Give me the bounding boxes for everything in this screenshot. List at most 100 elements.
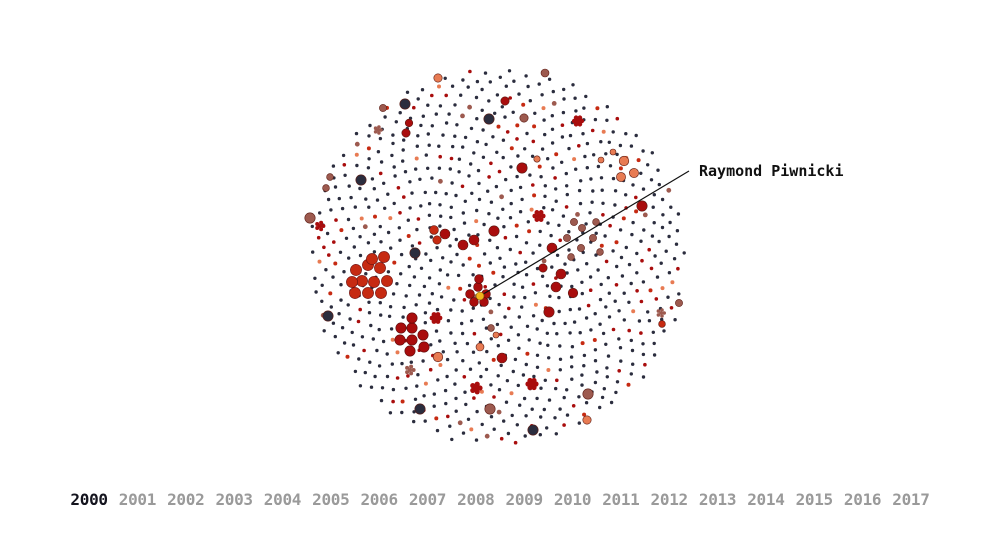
- node[interactable]: [454, 368, 458, 372]
- node[interactable]: [358, 253, 363, 258]
- node[interactable]: [579, 179, 583, 183]
- node[interactable]: [449, 331, 453, 335]
- node[interactable]: [320, 299, 324, 303]
- node[interactable]: [331, 164, 336, 168]
- cluster-node[interactable]: [381, 275, 393, 287]
- node[interactable]: [463, 390, 467, 394]
- node[interactable]: [674, 242, 679, 246]
- node[interactable]: [554, 152, 559, 157]
- node[interactable]: [348, 317, 352, 321]
- cluster-node[interactable]: [465, 289, 475, 299]
- node[interactable]: [454, 193, 458, 198]
- node[interactable]: [313, 276, 317, 280]
- node[interactable]: [408, 283, 412, 288]
- node[interactable]: [467, 233, 471, 237]
- node[interactable]: [341, 153, 346, 158]
- node[interactable]: [322, 329, 326, 333]
- node[interactable]: [661, 213, 665, 217]
- node[interactable]: [531, 183, 535, 187]
- node[interactable]: [479, 374, 483, 379]
- node[interactable]: [388, 305, 393, 309]
- node[interactable]: [509, 188, 513, 193]
- node[interactable]: [388, 216, 393, 221]
- node[interactable]: [471, 273, 475, 277]
- node[interactable]: [593, 359, 598, 363]
- node[interactable]: [599, 140, 603, 144]
- node[interactable]: [489, 415, 494, 419]
- large-node[interactable]: [597, 156, 605, 164]
- node[interactable]: [592, 153, 596, 157]
- node[interactable]: [528, 99, 532, 103]
- node[interactable]: [535, 365, 540, 369]
- node[interactable]: [437, 282, 442, 286]
- node[interactable]: [503, 115, 507, 119]
- node[interactable]: [560, 123, 565, 127]
- node[interactable]: [388, 411, 393, 415]
- node[interactable]: [672, 257, 677, 261]
- node[interactable]: [497, 302, 501, 307]
- node[interactable]: [615, 116, 620, 121]
- node[interactable]: [496, 124, 501, 129]
- node[interactable]: [378, 224, 382, 229]
- node[interactable]: [577, 421, 581, 425]
- node[interactable]: [652, 353, 657, 357]
- node[interactable]: [585, 141, 590, 146]
- node[interactable]: [510, 413, 514, 418]
- year-2014[interactable]: 2014: [747, 490, 785, 509]
- node[interactable]: [677, 292, 681, 296]
- node[interactable]: [494, 184, 499, 189]
- node[interactable]: [364, 272, 368, 276]
- node[interactable]: [565, 413, 570, 417]
- node[interactable]: [450, 84, 455, 88]
- node[interactable]: [604, 259, 609, 264]
- node[interactable]: [501, 207, 505, 211]
- cluster-node[interactable]: [656, 309, 661, 313]
- large-node[interactable]: [439, 228, 451, 240]
- node[interactable]: [541, 258, 547, 264]
- node[interactable]: [509, 146, 514, 151]
- node[interactable]: [407, 264, 411, 269]
- node[interactable]: [483, 285, 488, 289]
- node[interactable]: [539, 386, 543, 390]
- node[interactable]: [499, 436, 504, 441]
- year-2000[interactable]: 2000: [70, 490, 108, 509]
- node[interactable]: [419, 204, 423, 208]
- node[interactable]: [479, 389, 484, 394]
- node[interactable]: [564, 205, 569, 209]
- node[interactable]: [340, 326, 345, 330]
- node[interactable]: [673, 318, 677, 322]
- node[interactable]: [314, 290, 318, 294]
- node[interactable]: [641, 149, 645, 153]
- cluster-node[interactable]: [417, 329, 429, 341]
- cluster-node[interactable]: [346, 276, 358, 288]
- node[interactable]: [391, 399, 395, 404]
- node[interactable]: [590, 128, 595, 133]
- cluster-node[interactable]: [356, 275, 368, 287]
- node[interactable]: [396, 186, 401, 190]
- node[interactable]: [596, 268, 600, 272]
- node[interactable]: [422, 394, 426, 398]
- node[interactable]: [475, 117, 479, 121]
- cluster-node[interactable]: [321, 224, 326, 228]
- node[interactable]: [506, 338, 511, 342]
- node[interactable]: [463, 135, 468, 140]
- node[interactable]: [430, 176, 434, 180]
- node[interactable]: [531, 314, 536, 318]
- node[interactable]: [503, 315, 507, 319]
- node[interactable]: [400, 361, 404, 366]
- node[interactable]: [367, 157, 371, 161]
- node[interactable]: [461, 263, 465, 267]
- node[interactable]: [580, 383, 584, 387]
- node[interactable]: [366, 241, 371, 245]
- node[interactable]: [588, 211, 592, 215]
- node[interactable]: [491, 357, 496, 362]
- cluster-node[interactable]: [662, 311, 666, 315]
- node[interactable]: [596, 164, 601, 169]
- node[interactable]: [461, 145, 465, 149]
- node[interactable]: [419, 123, 423, 128]
- node[interactable]: [381, 339, 386, 344]
- large-node[interactable]: [570, 218, 578, 226]
- node[interactable]: [459, 93, 463, 97]
- cluster-node[interactable]: [319, 220, 324, 225]
- node[interactable]: [528, 173, 532, 177]
